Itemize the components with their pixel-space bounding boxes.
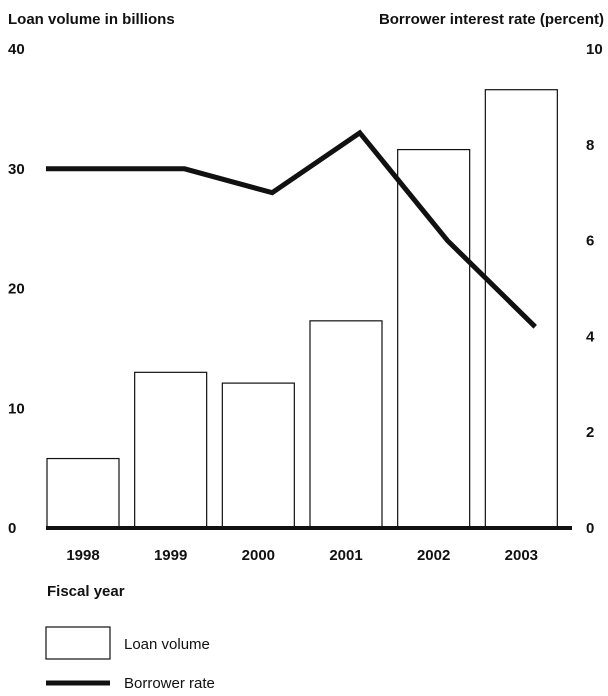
loan-volume-bar-2000 [221, 382, 295, 529]
left-tick-label: 40 [8, 41, 25, 58]
left-tick-label: 20 [8, 281, 25, 298]
x-tick-label: 1999 [154, 547, 187, 564]
right-tick-label: 10 [586, 41, 603, 58]
x-axis-title: Fiscal year [47, 583, 125, 600]
loan-volume-bar-2002 [397, 148, 471, 529]
right-tick-label: 4 [586, 328, 595, 345]
loan-volume-bar-2003 [484, 89, 558, 529]
legend-label-borrower-rate: Borrower rate [124, 675, 215, 692]
right-tick-label: 2 [586, 424, 594, 441]
x-tick-label: 2003 [505, 547, 538, 564]
legend-label-loan-volume: Loan volume [124, 636, 210, 653]
borrower-rate-line [46, 129, 537, 329]
loan-volume-bar-1998 [46, 457, 120, 529]
left-tick-label: 10 [8, 400, 25, 417]
right-tick-label: 0 [586, 520, 594, 537]
left-tick-label: 0 [8, 520, 16, 537]
legend-swatch-loan-volume [45, 626, 111, 660]
x-axis-ticks: 1998 1999 2000 2001 2002 2003 [66, 547, 538, 564]
left-tick-label: 30 [8, 161, 25, 178]
left-axis-ticks: 0 10 20 30 40 [8, 41, 25, 537]
x-tick-label: 2000 [242, 547, 275, 564]
x-tick-label: 1998 [66, 547, 99, 564]
x-tick-label: 2002 [417, 547, 450, 564]
left-axis-title: Loan volume in billions [8, 11, 175, 28]
loan-volume-bar-1999 [134, 371, 208, 529]
right-tick-label: 8 [586, 137, 594, 154]
x-tick-label: 2001 [329, 547, 362, 564]
loan-volume-bars [46, 89, 558, 529]
loan-volume-bar-2001 [309, 320, 383, 529]
legend: Loan volume Borrower rate [45, 626, 215, 692]
right-tick-label: 6 [586, 233, 594, 250]
right-axis-title: Borrower interest rate (percent) [379, 11, 604, 28]
right-axis-ticks: 0 2 4 6 8 10 [586, 41, 603, 537]
